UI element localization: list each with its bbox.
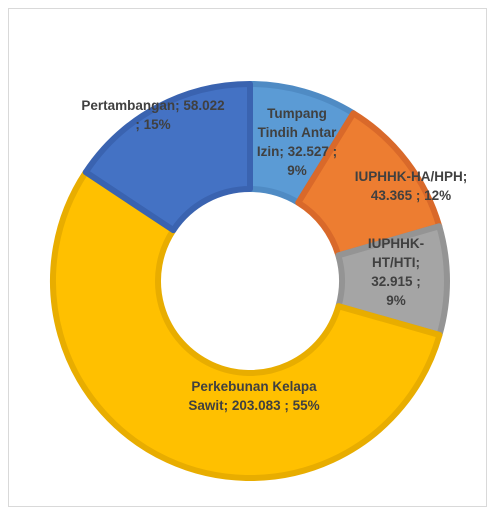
data-label: Pertambangan; 58.022 ; 15% [81,98,225,132]
data-label: Tumpang Tindih Antar Izin; 32.527 ; 9% [256,106,338,178]
donut-slice [50,169,443,481]
data-label: Perkebunan Kelapa Sawit; 203.083 ; 55% [188,379,320,413]
donut-slice [82,81,253,234]
data-label: IUPHHK-HT/HTI; 32.915 ; 9% [367,236,425,308]
data-label: IUPHHK-HA/HPH; 43.365 ; 12% [354,169,468,203]
chart-frame [8,8,487,507]
